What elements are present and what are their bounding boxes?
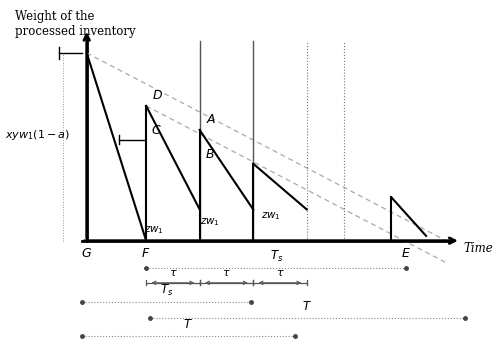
Text: $T_s$: $T_s$ — [160, 283, 173, 298]
Text: $A$: $A$ — [206, 113, 216, 126]
Text: $F$: $F$ — [142, 247, 151, 260]
Text: $xyw_1(1-a)$: $xyw_1(1-a)$ — [5, 128, 70, 142]
Text: $G$: $G$ — [81, 247, 92, 260]
Text: $E$: $E$ — [402, 247, 411, 260]
Text: $C$: $C$ — [151, 124, 162, 137]
Text: $zw_1$: $zw_1$ — [144, 224, 164, 236]
Text: $\tau$: $\tau$ — [168, 268, 177, 279]
Text: $B$: $B$ — [204, 148, 214, 161]
Text: $zw_1$: $zw_1$ — [200, 217, 220, 229]
Text: $T_s$: $T_s$ — [270, 249, 283, 264]
Text: $T$: $T$ — [302, 300, 312, 313]
Text: $\tau$: $\tau$ — [222, 268, 231, 279]
Text: $D$: $D$ — [152, 89, 163, 102]
Text: Time: Time — [463, 242, 493, 255]
Text: $\tau$: $\tau$ — [276, 268, 284, 279]
Text: $zw_1$: $zw_1$ — [260, 210, 280, 222]
Text: Weight of the
processed inventory: Weight of the processed inventory — [15, 10, 136, 38]
Text: $T$: $T$ — [183, 318, 193, 332]
